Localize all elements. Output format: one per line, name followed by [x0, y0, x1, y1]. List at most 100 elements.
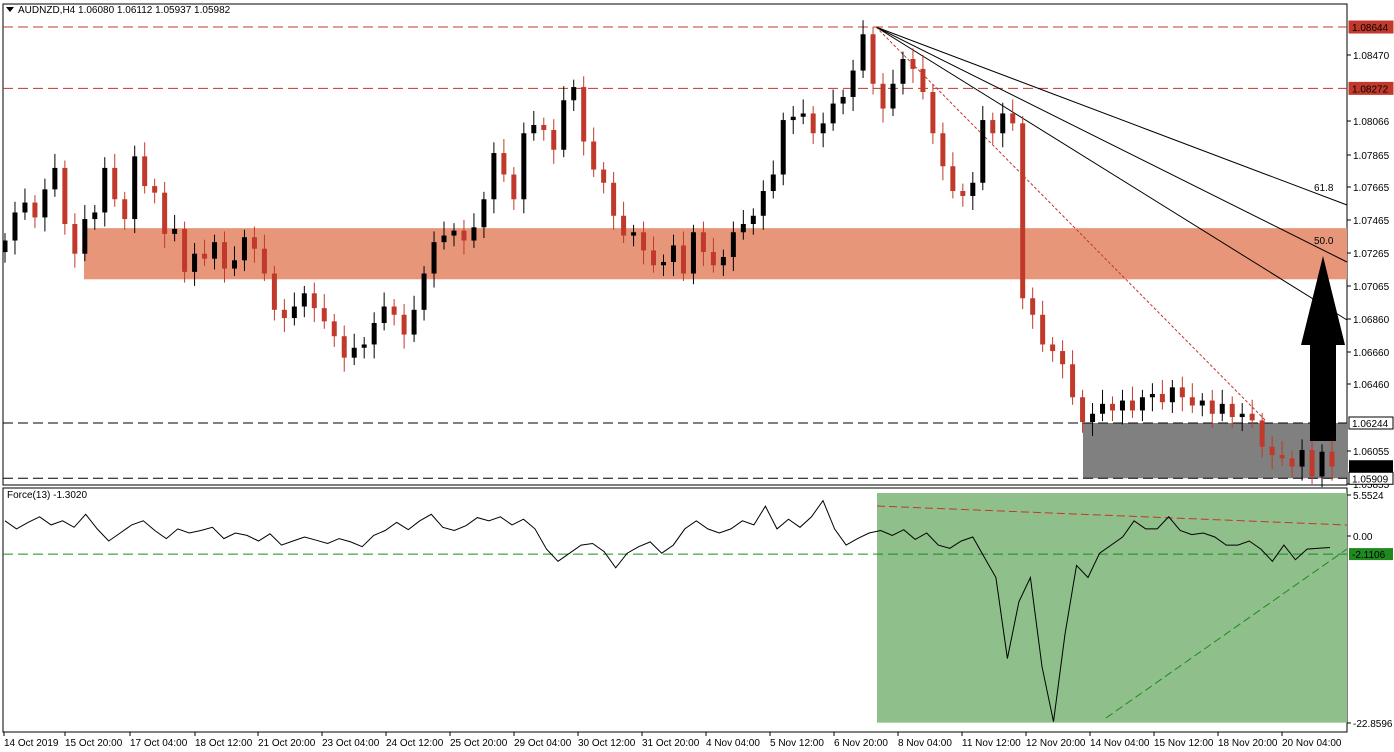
candle [1179, 376, 1185, 412]
candle-body [471, 227, 477, 241]
candle-body [441, 235, 447, 243]
candle [1319, 444, 1325, 488]
time-tick-label: 25 Oct 20:00 [450, 738, 508, 749]
candle-body [1169, 387, 1175, 403]
candle-body [501, 153, 507, 175]
candle [92, 205, 98, 230]
candle [1289, 450, 1295, 478]
candle [720, 249, 726, 276]
support-zone [1083, 423, 1347, 479]
candle-body [561, 100, 567, 150]
candle-body [32, 202, 38, 218]
candle [541, 117, 547, 141]
candle [162, 181, 168, 248]
candle-body [1100, 403, 1106, 414]
candle-body [152, 186, 158, 193]
candle [990, 112, 996, 144]
candle [1119, 389, 1125, 425]
current-price-box [1349, 460, 1393, 473]
candle [1209, 389, 1215, 428]
candle-body [82, 219, 88, 254]
candle-body [521, 133, 527, 200]
time-tick-label: 4 Nov 04:00 [706, 738, 760, 749]
candle [142, 142, 148, 194]
candle [271, 266, 277, 321]
candle [321, 294, 327, 329]
candle-body [591, 141, 597, 170]
time-tick-label: 15 Oct 20:00 [65, 738, 123, 749]
candles-layer [2, 20, 1335, 488]
candle-body [810, 113, 816, 134]
candle [122, 191, 128, 230]
candle-body [631, 232, 637, 236]
candle [241, 229, 247, 272]
candle [631, 224, 637, 247]
candle [291, 292, 297, 326]
candle [182, 221, 188, 283]
candle [621, 201, 627, 243]
candle [1249, 399, 1255, 428]
candle-body [581, 87, 587, 142]
time-tick-label: 18 Oct 12:00 [195, 738, 253, 749]
candle [172, 214, 178, 242]
candle [1259, 412, 1265, 458]
candle-body [950, 166, 956, 192]
fan-label-50-0: 50.0 [1314, 236, 1334, 247]
candle [461, 219, 467, 255]
candle-body [710, 252, 716, 266]
candle [601, 162, 607, 194]
candle-body [960, 191, 966, 196]
candle-body [122, 199, 128, 220]
candle-body [1289, 458, 1295, 467]
candle [1020, 115, 1026, 309]
candle [1000, 102, 1006, 148]
candle [361, 337, 367, 359]
candle-body [900, 59, 906, 84]
candle [192, 242, 198, 286]
price-axis: 1.08470 1.08066 1.07865 1.07665 1.07465 1.072… [1347, 20, 1394, 491]
candle-body [1129, 400, 1135, 411]
candle [910, 48, 916, 83]
candle-body [541, 125, 547, 130]
candle [311, 282, 317, 323]
candle [1169, 379, 1175, 413]
candle-body [860, 34, 866, 71]
candle [112, 153, 118, 207]
candle [42, 178, 48, 232]
price-tick-label: 1.08470 [1353, 51, 1390, 62]
candle [661, 254, 667, 276]
indicator-zone [877, 493, 1347, 723]
candle [900, 51, 906, 95]
candle [1239, 403, 1245, 432]
indicator-header: Force(13) -1.3020 [7, 490, 87, 501]
candle [850, 59, 856, 111]
candle-body [890, 83, 896, 109]
candle-body [720, 257, 726, 266]
candle-body [62, 167, 68, 225]
candle [351, 333, 357, 366]
candle [1299, 439, 1305, 481]
candle-body [1299, 450, 1305, 467]
candle [950, 152, 956, 199]
candle [32, 195, 38, 229]
candle-body [980, 120, 986, 183]
candle [790, 106, 796, 135]
candle-body [551, 129, 557, 150]
candle [501, 139, 507, 182]
candle [1040, 300, 1046, 352]
candle-body [1139, 397, 1145, 411]
level-tag-box [1348, 416, 1394, 430]
candle-body [341, 336, 347, 358]
dropdown-triangle-icon[interactable] [6, 7, 14, 12]
indicator-level-tag-box [1349, 548, 1393, 561]
candle-body [2, 240, 8, 253]
candle [52, 153, 58, 197]
candle [1100, 389, 1106, 422]
candle-body [920, 68, 926, 93]
indicator-tick-label: 0.00 [1353, 532, 1373, 543]
candle-body [182, 228, 188, 272]
candle [341, 325, 347, 372]
candle-body [531, 125, 537, 134]
price-tick-label: 1.07265 [1353, 249, 1390, 260]
candle [1030, 287, 1036, 329]
